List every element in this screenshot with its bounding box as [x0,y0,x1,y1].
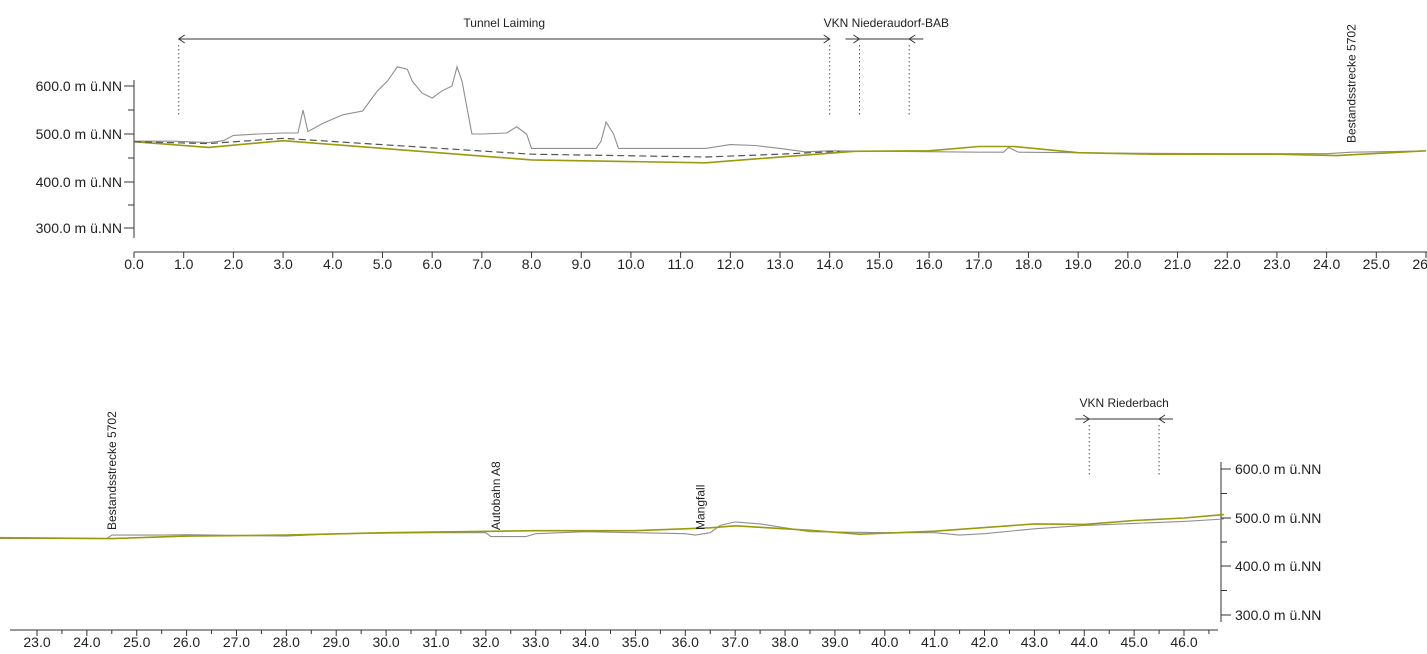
x-tick-label: 26.0 [1412,256,1427,272]
x-tick-label: 0.0 [124,256,144,272]
span-arrow-right-icon [823,34,831,44]
profile-chart-lower: 23.0 24.0 25.0 26.0 27.0 28.0 29.0 30.0 31.0 32.0… [0,396,1321,650]
x-tick-label: 21.0 [1164,256,1191,272]
span-arrow-left-icon [177,34,186,44]
x-tick-label: 44.0 [1071,634,1098,650]
y-tick-label: 600.0 m ü.NN [1235,461,1321,477]
span-arrow-inward-right-icon [1158,414,1166,424]
annotation-label: Tunnel Laiming [463,16,545,30]
x-tick-label: 37.0 [722,634,749,650]
annotation-vertical-label: Bestandsstrecke 5702 [1344,24,1358,143]
annotation-vertical-label: Mangfall [693,485,707,530]
y-tick-label: 600.0 m ü.NN [36,78,122,94]
terrain-series-line [0,518,1224,540]
y-tick-label: 400.0 m ü.NN [36,174,122,190]
x-tick-label: 45.0 [1121,634,1148,650]
x-tick-label: 2.0 [224,256,244,272]
x-tick-label: 30.0 [372,634,399,650]
x-tick-label: 8.0 [522,256,542,272]
x-tick-label: 18.0 [1015,256,1042,272]
y-tick-label: 400.0 m ü.NN [1235,558,1321,574]
x-tick-label: 13.0 [766,256,793,272]
x-tick-label: 34.0 [572,634,599,650]
x-tick-label: 16.0 [915,256,942,272]
span-arrow-inward-left-icon [853,34,861,44]
track-series-line [133,139,1427,164]
x-tick-label: 14.0 [816,256,843,272]
annotation-label: VKN Niederaudorf-BAB [824,16,949,30]
y-tick-label: 500.0 m ü.NN [36,126,122,142]
y-tick-label: 300.0 m ü.NN [1235,607,1321,623]
x-tick-label: 39.0 [821,634,848,650]
dashed-series-line [133,137,840,158]
annotation-vertical-label: Autobahn A8 [489,461,503,530]
x-tick-label: 6.0 [422,256,442,272]
x-tick-label: 42.0 [971,634,998,650]
x-tick-label: 1.0 [174,256,194,272]
x-tick-label: 17.0 [965,256,992,272]
x-tick-label: 43.0 [1021,634,1048,650]
x-tick-label: 36.0 [672,634,699,650]
annotation-vertical-label: Bestandsstrecke 5702 [105,411,119,530]
x-tick-label: 11.0 [668,256,694,272]
x-tick-label: 5.0 [373,256,393,272]
x-tick-label: 26.0 [173,634,200,650]
x-tick-label: 24.0 [73,634,100,650]
x-tick-label: 41.0 [921,634,948,650]
y-tick-label: 300.0 m ü.NN [36,220,122,236]
x-tick-label: 4.0 [323,256,343,272]
x-tick-label: 31.0 [422,634,449,650]
x-tick-label: 3.0 [273,256,293,272]
x-tick-label: 23.0 [23,634,50,650]
x-tick-label: 29.0 [323,634,350,650]
x-tick-label: 15.0 [866,256,893,272]
x-tick-label: 46.0 [1170,634,1197,650]
x-tick-label: 10.0 [617,256,644,272]
x-tick-label: 35.0 [622,634,649,650]
x-tick-label: 33.0 [522,634,549,650]
x-tick-label: 20.0 [1114,256,1141,272]
track-series-line [0,513,1224,540]
x-tick-label: 40.0 [871,634,898,650]
profile-chart-upper: 0.0 1.0 2.0 3.0 4.0 5.0 6.0 7.0 8.0 9.0 10.0 11.0 12… [36,16,1427,272]
x-tick-label: 24.0 [1313,256,1340,272]
x-tick-label: 7.0 [472,256,492,272]
x-tick-label: 9.0 [571,256,591,272]
x-tick-label: 32.0 [472,634,499,650]
annotation-label: VKN Riederbach [1079,396,1168,410]
x-tick-label: 22.0 [1214,256,1241,272]
x-tick-label: 19.0 [1065,256,1092,272]
span-arrow-inward-left-icon [1082,414,1091,424]
x-tick-label: 28.0 [273,634,300,650]
y-tick-label: 500.0 m ü.NN [1235,510,1321,526]
x-tick-label: 38.0 [771,634,798,650]
x-tick-label: 25.0 [1363,256,1390,272]
span-arrow-inward-right-icon [908,34,916,44]
x-tick-label: 12.0 [717,256,744,272]
terrain-series-line [134,64,1427,155]
x-tick-label: 23.0 [1263,256,1290,272]
x-tick-label: 25.0 [123,634,150,650]
x-tick-label: 27.0 [223,634,250,650]
